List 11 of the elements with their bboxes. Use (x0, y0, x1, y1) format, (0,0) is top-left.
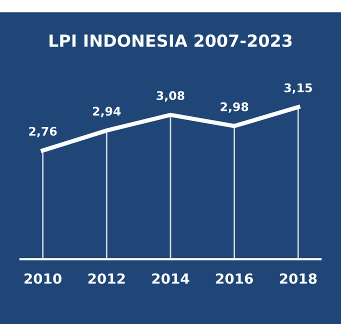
data-label: 2,94 (93, 106, 121, 118)
x-tick-label: 2012 (88, 273, 125, 284)
x-tick-label: 2010 (24, 273, 62, 284)
x-tick-label: 2016 (216, 273, 253, 284)
x-tick-label: 2014 (152, 273, 190, 284)
data-label: 3,15 (284, 83, 312, 94)
x-tick-label: 2018 (280, 273, 317, 284)
data-label: 2,76 (29, 126, 57, 138)
data-label: 3,08 (156, 91, 184, 102)
chart-title: LPI INDONESIA 2007-2023 (50, 34, 292, 47)
data-label: 2,98 (220, 102, 248, 113)
